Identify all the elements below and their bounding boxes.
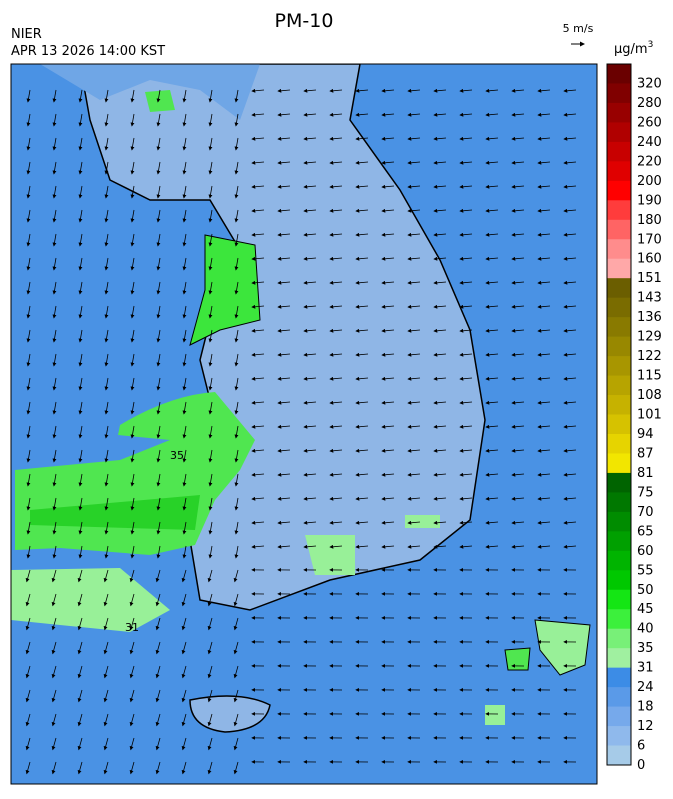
legend-label: 35 [637, 641, 654, 656]
legend-swatch [607, 629, 631, 649]
legend-swatch [607, 746, 631, 766]
legend-label: 170 [637, 232, 662, 247]
legend-swatch [607, 434, 631, 454]
legend-swatch [607, 122, 631, 142]
legend-swatch [607, 356, 631, 376]
legend-label: 18 [637, 700, 654, 715]
legend-label: 108 [637, 388, 662, 403]
legend-swatch [607, 551, 631, 571]
legend-label: 136 [637, 310, 662, 325]
legend-swatch [607, 181, 631, 201]
legend-swatch [607, 278, 631, 298]
colorbar: 3202802602402202001901801701601511431361… [607, 64, 662, 773]
legend-swatch [607, 687, 631, 707]
legend-label: 0 [637, 758, 645, 773]
legend-swatch [607, 648, 631, 668]
title: PM-10 [275, 10, 334, 32]
legend-swatch [607, 415, 631, 435]
legend-label: 129 [637, 330, 662, 345]
legend-label: 45 [637, 602, 654, 617]
legend-swatch [607, 142, 631, 162]
legend-label: 24 [637, 680, 654, 695]
contour-label: 31 [125, 621, 139, 634]
legend-label: 12 [637, 719, 654, 734]
legend-label: 70 [637, 505, 654, 520]
legend-label: 81 [637, 466, 654, 481]
legend-swatch [607, 726, 631, 746]
legend-label: 200 [637, 174, 662, 189]
legend-label: 190 [637, 193, 662, 208]
legend-swatch [607, 531, 631, 551]
legend-swatch [607, 161, 631, 181]
legend-label: 240 [637, 135, 662, 150]
legend-label: 160 [637, 252, 662, 267]
legend-swatch [607, 473, 631, 493]
unit-text: μg/m [614, 42, 648, 57]
legend-swatch [607, 668, 631, 688]
legend-swatch [607, 609, 631, 629]
legend-label: 260 [637, 115, 662, 130]
legend-swatch [607, 707, 631, 727]
unit-exp: 3 [648, 40, 654, 50]
legend-swatch [607, 64, 631, 84]
legend-swatch [607, 317, 631, 337]
legend-swatch [607, 492, 631, 512]
legend-swatch [607, 337, 631, 357]
legend-label: 40 [637, 622, 654, 637]
wind-scale: 5 m/s [563, 22, 594, 35]
legend-label: 87 [637, 446, 654, 461]
legend-swatch [607, 512, 631, 532]
legend-label: 6 [637, 739, 645, 754]
legend-label: 143 [637, 291, 662, 306]
legend-label: 60 [637, 544, 654, 559]
legend-swatch [607, 453, 631, 473]
map: 31 35 [11, 64, 597, 784]
legend-swatch [607, 259, 631, 279]
legend-label: 115 [637, 369, 662, 384]
legend-swatch [607, 590, 631, 610]
legend-label: 320 [637, 76, 662, 91]
unit: μg/m3 [614, 40, 653, 57]
legend-label: 94 [637, 427, 654, 442]
legend-label: 50 [637, 583, 654, 598]
legend-swatch [607, 220, 631, 240]
legend-swatch [607, 103, 631, 123]
agency: NIER [11, 27, 42, 42]
contour-label: 35 [170, 449, 184, 462]
timestamp: APR 13 2026 14:00 KST [11, 44, 165, 59]
legend-label: 280 [637, 96, 662, 111]
legend-swatch [607, 298, 631, 318]
legend-label: 55 [637, 563, 654, 578]
legend-label: 65 [637, 524, 654, 539]
legend-label: 220 [637, 154, 662, 169]
legend-label: 101 [637, 408, 662, 423]
legend-label: 31 [637, 661, 654, 676]
legend-swatch [607, 376, 631, 396]
legend-swatch [607, 570, 631, 590]
legend-label: 75 [637, 485, 654, 500]
legend-label: 151 [637, 271, 662, 286]
legend-label: 122 [637, 349, 662, 364]
legend-swatch [607, 83, 631, 103]
legend-swatch [607, 395, 631, 415]
legend-swatch [607, 239, 631, 259]
legend-swatch [607, 200, 631, 220]
legend-label: 180 [637, 213, 662, 228]
